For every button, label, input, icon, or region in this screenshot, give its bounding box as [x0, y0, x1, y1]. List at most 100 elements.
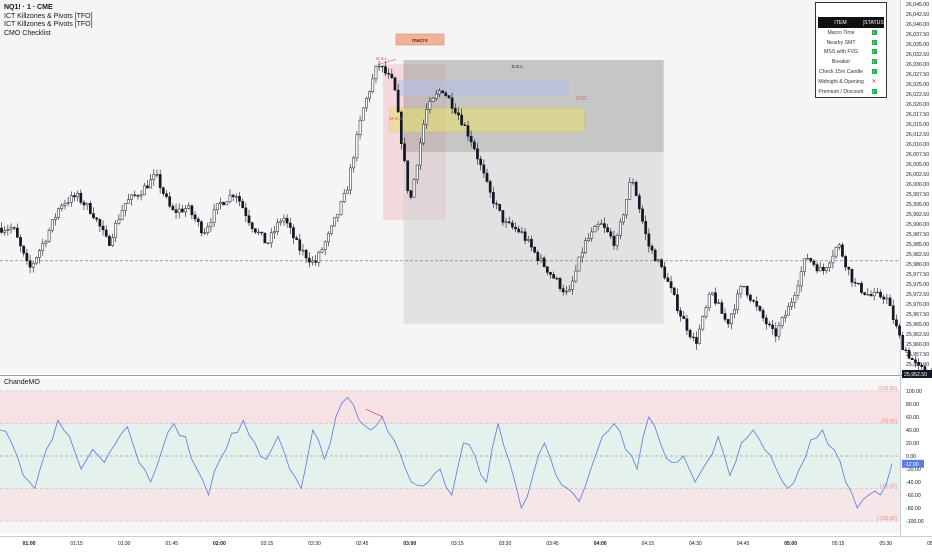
- candle-body: [438, 90, 441, 95]
- candle-body: [225, 201, 229, 206]
- candle-body: [701, 316, 705, 330]
- price-tick-label: 26,035.00: [906, 42, 929, 48]
- candle-body: [822, 266, 825, 271]
- time-tick-label: 03:00: [403, 541, 416, 547]
- candle-body: [631, 181, 635, 184]
- price-tick-label: 25,955.00: [906, 362, 929, 368]
- checklist-row: Midnight & Opening ✕: [818, 77, 884, 87]
- ssl-label: S.S.L: [511, 64, 523, 70]
- fvg-zone: [389, 107, 585, 133]
- candle-body: [16, 227, 19, 238]
- candle-body: [399, 111, 403, 144]
- time-tick-label: 04:15: [642, 541, 655, 547]
- candle-body: [682, 315, 686, 319]
- candle-body: [317, 251, 321, 263]
- candle-body: [780, 317, 784, 326]
- candle-body: [691, 336, 695, 339]
- candle-body: [117, 219, 121, 224]
- candle-body: [301, 249, 305, 252]
- oscillator-tick-label: -40.00: [906, 480, 921, 486]
- time-tick-label: 02:45: [356, 541, 369, 547]
- indicator-label[interactable]: CMO Checklist: [4, 29, 51, 37]
- candle-body: [181, 208, 184, 213]
- candle-body: [250, 222, 254, 229]
- time-tick-label: 01:45: [166, 541, 179, 547]
- candle-body: [12, 227, 16, 229]
- checklist-item: Midnight & Opening: [818, 78, 864, 85]
- candle-body: [177, 208, 181, 213]
- oscillator-tick-label: -100.00: [906, 519, 924, 525]
- candle-body: [739, 286, 743, 295]
- mss-label: M.S.S: [389, 116, 402, 122]
- last-price-badge: [902, 370, 932, 378]
- checklist-item: Breaker: [831, 59, 851, 66]
- indicator-label[interactable]: ICT Killzones & Pivots [TFO]: [4, 21, 93, 28]
- candle-body: [917, 362, 920, 366]
- candle-body: [910, 357, 914, 360]
- column-header-item: ITEM: [834, 19, 847, 26]
- oscillator-tick-label: 80.00: [906, 402, 919, 408]
- candle-body: [549, 272, 552, 275]
- candle-body: [479, 158, 483, 166]
- candle-body: [698, 328, 701, 344]
- candle-body: [806, 258, 809, 260]
- checklist-row: Macro Time ✓: [818, 28, 884, 38]
- candle-body: [469, 135, 473, 143]
- price-tick-label: 26,007.50: [906, 152, 929, 158]
- candle-body: [536, 251, 540, 261]
- oscillator-title[interactable]: ChandeMO: [4, 379, 40, 386]
- candle-body: [599, 223, 603, 225]
- candle-body: [726, 319, 730, 325]
- candle-body: [215, 203, 219, 210]
- price-tick-label: 26,020.00: [906, 102, 929, 108]
- candle-body: [212, 209, 216, 223]
- candle-body: [520, 231, 524, 233]
- candle-body: [368, 91, 371, 99]
- candle-body: [885, 297, 889, 300]
- candle-body: [793, 295, 797, 303]
- candle-body: [863, 292, 866, 295]
- candle-body: [761, 310, 765, 319]
- candle-body: [92, 213, 95, 219]
- candle-body: [533, 246, 536, 253]
- candle-body: [720, 302, 724, 314]
- candle-body: [358, 119, 362, 135]
- candle-body: [844, 256, 847, 268]
- candle-body: [190, 205, 194, 216]
- price-tick-label: 26,010.00: [906, 142, 929, 148]
- cross-icon: ✕: [871, 79, 877, 86]
- candle-body: [507, 221, 511, 224]
- checklist-item: Premium / Discount: [818, 88, 864, 95]
- candle-body: [825, 267, 828, 271]
- bsl-label: B.S.L: [376, 56, 388, 62]
- candle-body: [60, 205, 64, 209]
- price-tick-label: 25,972.50: [906, 292, 929, 298]
- candle-body: [263, 232, 267, 244]
- candle-body: [504, 221, 508, 223]
- candle-body: [799, 271, 803, 287]
- candle-body: [35, 257, 38, 264]
- candle-body: [790, 302, 794, 307]
- candle-body: [415, 164, 419, 180]
- candle-body: [568, 289, 571, 292]
- candle-body: [666, 277, 670, 282]
- candle-body: [612, 235, 616, 246]
- checklist-row: Nearby SMT ✓: [818, 38, 884, 48]
- candle-body: [466, 125, 470, 137]
- candle-body: [517, 228, 521, 233]
- symbol-title[interactable]: NQ1! · 1 · CME: [4, 4, 53, 11]
- candle-body: [323, 241, 327, 250]
- candle-body: [625, 199, 628, 216]
- candle-body: [314, 260, 318, 263]
- indicator-label[interactable]: ICT Killzones & Pivots [TFO]: [4, 12, 93, 20]
- candle-body: [285, 217, 289, 224]
- candle-body: [136, 195, 140, 197]
- price-tick-label: 26,005.00: [906, 162, 929, 168]
- chart-legend: NQ1! · 1 · CME ICT Killzones & Pivots [T…: [4, 4, 93, 38]
- check-icon: ✓: [864, 39, 884, 46]
- candle-body: [311, 260, 314, 263]
- candle-body: [888, 297, 892, 306]
- candle-body: [333, 217, 337, 227]
